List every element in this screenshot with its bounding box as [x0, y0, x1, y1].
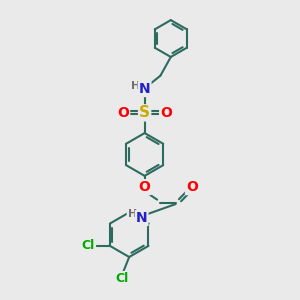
Text: Cl: Cl	[115, 272, 128, 285]
Text: N: N	[139, 82, 151, 96]
Text: O: O	[117, 106, 129, 120]
Text: H: H	[130, 80, 140, 91]
Text: N: N	[136, 211, 148, 225]
Text: Cl: Cl	[82, 239, 95, 252]
Text: O: O	[139, 180, 151, 194]
Text: H: H	[128, 209, 137, 220]
Text: O: O	[186, 180, 198, 194]
Text: O: O	[160, 106, 172, 120]
Text: S: S	[139, 105, 150, 120]
